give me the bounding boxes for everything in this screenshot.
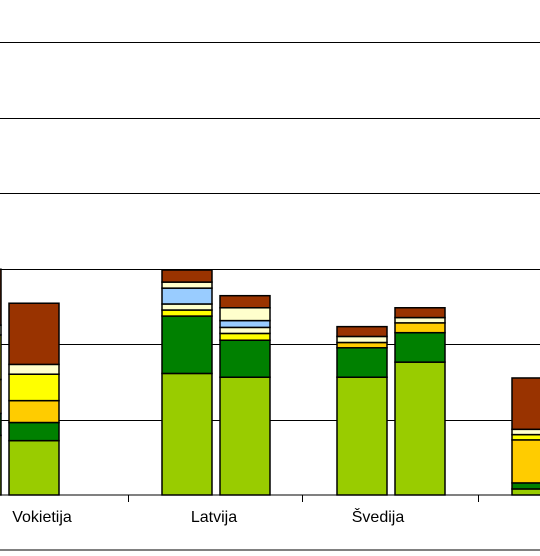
bar-segment xyxy=(219,339,271,378)
bar-segment xyxy=(219,376,271,496)
bar-segment xyxy=(511,488,540,496)
bar-segment xyxy=(8,439,60,496)
bar-segment xyxy=(8,399,60,424)
category-label-vokietija: Vokietija xyxy=(12,509,72,526)
bar-segment xyxy=(511,377,540,431)
bar-segment xyxy=(0,434,2,496)
bar-segment xyxy=(336,347,388,378)
bar-segment xyxy=(0,378,2,415)
bar-segment xyxy=(8,363,60,375)
bar-segment xyxy=(161,281,213,289)
bar-segment xyxy=(0,324,2,336)
bar-segment xyxy=(511,428,540,436)
bar-segment xyxy=(8,302,60,366)
bar-segment xyxy=(219,319,271,329)
bar-segment xyxy=(394,361,446,496)
bar-segment xyxy=(161,287,213,305)
bar-segment xyxy=(336,335,388,344)
bar-segment xyxy=(336,325,388,338)
bar-segment xyxy=(161,315,213,375)
bar-segment xyxy=(161,303,213,311)
bar-segment xyxy=(161,309,213,317)
bar-segment xyxy=(0,268,2,326)
bar-segment xyxy=(219,307,271,322)
x-axis-ticks xyxy=(128,495,479,502)
bar-segment xyxy=(511,433,540,441)
category-label-svedija: Švedija xyxy=(352,507,405,526)
category-label-latvija: Latvija xyxy=(191,509,237,526)
bar-segment xyxy=(219,294,271,309)
bar-segment xyxy=(394,331,446,363)
bar-segment xyxy=(511,439,540,484)
bar-segment xyxy=(394,307,446,319)
bar-segment xyxy=(0,412,2,437)
bar-segment xyxy=(394,322,446,334)
bar-segment xyxy=(161,269,213,283)
bar-segment xyxy=(336,376,388,496)
bar-segment xyxy=(336,341,388,349)
bar-segment xyxy=(219,326,271,335)
bar-segment xyxy=(8,373,60,402)
bar-segment xyxy=(394,316,446,324)
bar-segment xyxy=(511,482,540,490)
bar-segment xyxy=(0,334,2,381)
bar-segment xyxy=(219,332,271,341)
bar-segment xyxy=(161,372,213,496)
bar-segment xyxy=(8,421,60,442)
bars xyxy=(0,268,540,496)
